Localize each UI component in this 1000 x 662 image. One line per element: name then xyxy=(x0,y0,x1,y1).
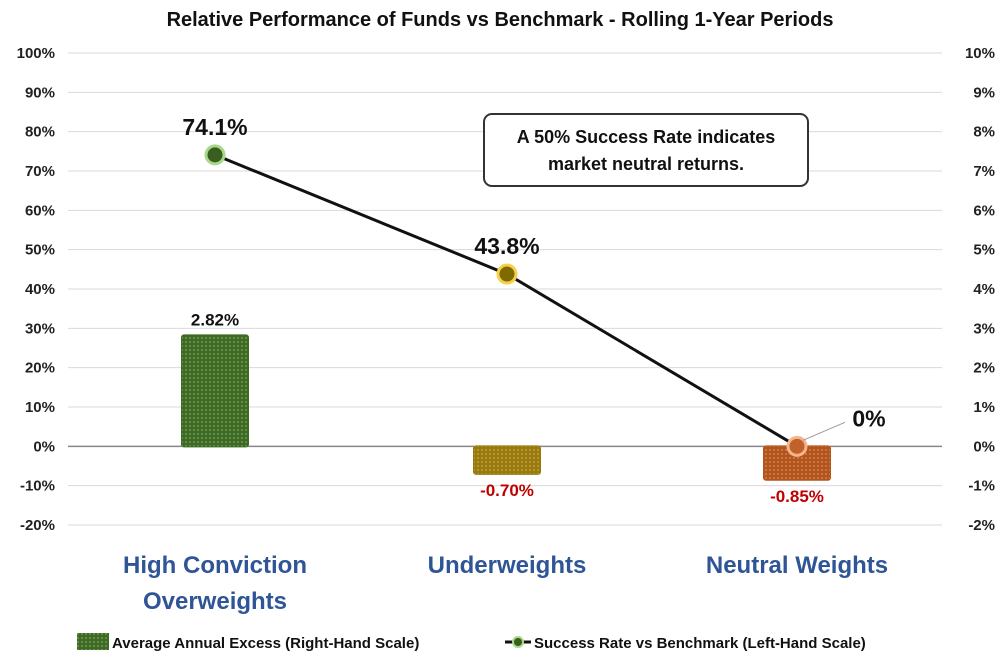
bar-data-label: -0.70% xyxy=(480,481,534,500)
left-tick-label: 60% xyxy=(25,202,55,219)
line-data-label: 43.8% xyxy=(474,233,539,259)
chart-title: Relative Performance of Funds vs Benchma… xyxy=(167,9,834,31)
category-label: Neutral Weights xyxy=(706,552,888,579)
right-tick-label: 0% xyxy=(973,438,995,455)
bar-pattern xyxy=(182,335,248,447)
bar-data-label: 2.82% xyxy=(191,310,239,329)
right-tick-label: 1% xyxy=(973,399,995,416)
line-point xyxy=(496,263,518,285)
left-tick-label: 30% xyxy=(25,320,55,337)
right-tick-label: 2% xyxy=(973,360,995,377)
right-tick-label: -1% xyxy=(968,478,995,495)
right-tick-label: 5% xyxy=(973,242,995,259)
success-rate-line xyxy=(214,153,798,448)
left-tick-label: 70% xyxy=(25,163,55,180)
label-leader xyxy=(802,421,846,441)
left-tick-label: 80% xyxy=(25,124,55,141)
line-data-label: 0% xyxy=(852,405,885,431)
legend: Average Annual Excess (Right-Hand Scale)… xyxy=(77,633,866,652)
right-tick-label: 6% xyxy=(973,202,995,219)
right-tick-label: 7% xyxy=(973,163,995,180)
left-tick-label: -10% xyxy=(20,478,55,495)
line-point xyxy=(786,435,808,457)
annotation-line-1: A 50% Success Rate indicates xyxy=(517,127,775,147)
right-tick-label: -2% xyxy=(968,517,995,534)
bar-pattern xyxy=(474,446,540,474)
right-tick-label: 8% xyxy=(973,124,995,141)
category-label: Overweights xyxy=(143,588,287,615)
category-label: High Conviction xyxy=(123,552,307,579)
bar-data-label: -0.85% xyxy=(770,487,824,506)
left-tick-label: 100% xyxy=(17,45,55,62)
left-tick-label: 20% xyxy=(25,360,55,377)
right-tick-label: 3% xyxy=(973,320,995,337)
annotation-box: A 50% Success Rate indicates market neut… xyxy=(483,113,809,187)
line-point xyxy=(204,144,226,166)
right-tick-label: 4% xyxy=(973,281,995,298)
right-tick-label: 10% xyxy=(965,45,995,62)
legend-line-label: Success Rate vs Benchmark (Left-Hand Sca… xyxy=(534,635,866,652)
legend-bar-label: Average Annual Excess (Right-Hand Scale) xyxy=(112,635,419,652)
left-tick-label: -20% xyxy=(20,517,55,534)
left-tick-label: 0% xyxy=(33,438,55,455)
left-tick-label: 90% xyxy=(25,84,55,101)
category-label: Underweights xyxy=(428,552,587,579)
legend-line-marker xyxy=(512,636,524,648)
line-data-label: 74.1% xyxy=(182,114,247,140)
left-tick-label: 10% xyxy=(25,399,55,416)
left-tick-label: 40% xyxy=(25,281,55,298)
left-tick-label: 50% xyxy=(25,242,55,259)
right-tick-label: 9% xyxy=(973,84,995,101)
annotation-line-2: market neutral returns. xyxy=(548,154,744,174)
